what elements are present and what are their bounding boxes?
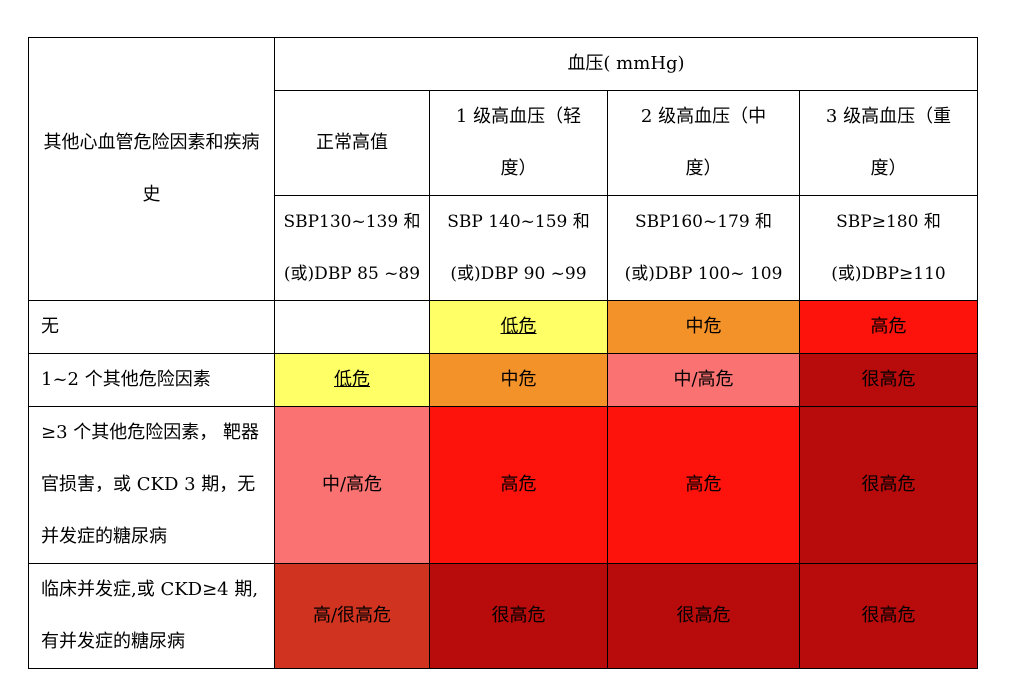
grade-cell-grade-1: 1 级高血压（轻度） (429, 90, 608, 196)
grade-label: 2 级高血压（中度） (640, 106, 767, 179)
risk-factor-label: 1~2 个其他危险因素 (41, 369, 211, 390)
risk-level-cell: 很高危 (607, 563, 800, 669)
bp-header-label: 血压( mmHg) (567, 53, 685, 74)
risk-level-cell: 很高危 (799, 353, 978, 407)
header-row-grades: 正常高值 1 级高血压（轻度） 2 级高血压（中度） 3 级高血压（重度） (29, 90, 978, 196)
risk-factor-label: 临床并发症,或 CKD≥4 期,有并发症的糖尿病 (41, 579, 259, 652)
header-row-criteria: SBP130~139 和(或)DBP 85 ~89 SBP 140~159 和(… (29, 195, 978, 301)
grade-label: 1 级高血压（轻度） (455, 106, 582, 179)
criteria-cell-normal-high: SBP130~139 和(或)DBP 85 ~89 (274, 195, 430, 301)
risk-level-cell: 很高危 (799, 563, 978, 669)
grade-cell-normal-high: 正常高值 (274, 90, 430, 196)
risk-level-label: 高/很高危 (312, 605, 392, 626)
criteria-label: SBP160~179 和(或)DBP 100~ 109 (624, 212, 783, 284)
risk-level-label: 高危 (870, 316, 907, 337)
risk-factor-label-cell: ≥3 个其他危险因素， 靶器官损害，或 CKD 3 期，无并发症的糖尿病 (28, 406, 275, 564)
risk-level-cell: 高危 (607, 406, 800, 564)
risk-level-label: 很高危 (861, 369, 916, 390)
criteria-cell-grade-1: SBP 140~159 和(或)DBP 90 ~99 (429, 195, 608, 301)
criteria-cell-grade-2: SBP160~179 和(或)DBP 100~ 109 (607, 195, 800, 301)
risk-level-cell: 很高危 (799, 406, 978, 564)
risk-level-cell: 高危 (799, 300, 978, 354)
risk-level-cell: 中危 (429, 353, 608, 407)
risk-factor-label-cell: 1~2 个其他危险因素 (28, 353, 275, 407)
risk-stratification-table: 其他心血管危险因素和疾病史 血压( mmHg) 正常高值 1 级高血压（轻度） … (28, 37, 978, 669)
risk-level-cell: 中危 (607, 300, 800, 354)
criteria-cell-grade-3: SBP≥180 和(或)DBP≥110 (799, 195, 978, 301)
row-header-label: 其他心血管危险因素和疾病史 (43, 132, 260, 205)
risk-level-label: 中危 (685, 316, 722, 337)
risk-level-cell: 低危 (429, 300, 608, 354)
risk-level-label: 很高危 (861, 605, 916, 626)
grade-label: 3 级高血压（重度） (825, 106, 952, 179)
risk-level-label: 中危 (500, 369, 537, 390)
risk-factor-label: ≥3 个其他危险因素， 靶器官损害，或 CKD 3 期，无并发症的糖尿病 (41, 422, 259, 547)
risk-level-label: 很高危 (491, 605, 546, 626)
risk-row: 临床并发症,或 CKD≥4 期,有并发症的糖尿病 高/很高危 很高危 很高危 很… (28, 563, 978, 669)
risk-level-cell: 低危 (274, 353, 430, 407)
risk-level-label: 高危 (685, 474, 722, 495)
criteria-label: SBP130~139 和(或)DBP 85 ~89 (283, 212, 421, 284)
bp-header-cell: 血压( mmHg) (274, 37, 978, 91)
criteria-label: SBP 140~159 和(或)DBP 90 ~99 (447, 212, 590, 284)
risk-level-cell: 很高危 (429, 563, 608, 669)
criteria-label: SBP≥180 和(或)DBP≥110 (831, 212, 946, 284)
header-row-bp: 其他心血管危险因素和疾病史 血压( mmHg) (28, 37, 978, 301)
risk-level-label: 中/高危 (321, 474, 383, 495)
risk-level-label: 高危 (500, 474, 537, 495)
risk-level-cell: 高/很高危 (274, 563, 430, 669)
grade-label: 正常高值 (316, 132, 388, 153)
risk-level-label: 很高危 (861, 474, 916, 495)
risk-level-label: 很高危 (676, 605, 731, 626)
risk-factor-label: 无 (41, 316, 59, 337)
risk-row: 1~2 个其他危险因素 低危 中危 中/高危 很高危 (28, 353, 978, 407)
risk-factor-label-cell: 无 (28, 300, 275, 354)
risk-factor-label-cell: 临床并发症,或 CKD≥4 期,有并发症的糖尿病 (28, 563, 275, 669)
risk-level-label: 低危 (334, 369, 370, 390)
grade-cell-grade-2: 2 级高血压（中度） (607, 90, 800, 196)
row-header-cell: 其他心血管危险因素和疾病史 (28, 37, 275, 301)
grade-cell-grade-3: 3 级高血压（重度） (799, 90, 978, 196)
risk-row: ≥3 个其他危险因素， 靶器官损害，或 CKD 3 期，无并发症的糖尿病 中/高… (28, 406, 978, 564)
risk-level-label: 低危 (500, 316, 537, 337)
risk-level-cell: 高危 (429, 406, 608, 564)
risk-level-cell (274, 300, 430, 354)
risk-level-cell: 中/高危 (274, 406, 430, 564)
risk-level-cell: 中/高危 (607, 353, 800, 407)
risk-row: 无 低危 中危 高危 (28, 300, 978, 354)
risk-level-label: 中/高危 (673, 369, 734, 390)
